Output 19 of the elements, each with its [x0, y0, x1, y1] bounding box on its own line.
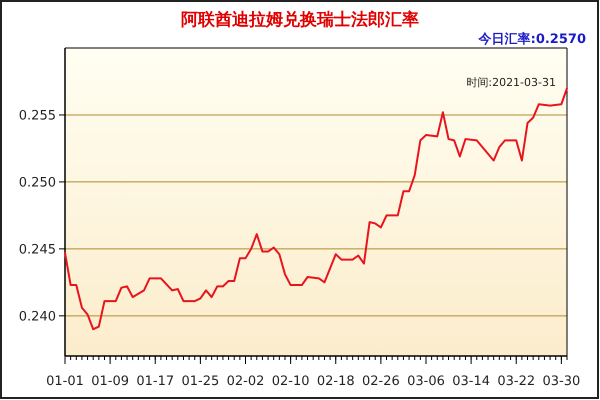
x-tick-label: 01-09 [91, 374, 130, 389]
x-tick-label: 03-06 [407, 374, 445, 389]
x-tick-label: 03-30 [542, 374, 580, 389]
x-tick-label: 03-14 [452, 374, 490, 389]
x-tick-label: 02-26 [362, 374, 400, 389]
y-tick-label: 0.245 [18, 242, 56, 258]
x-tick-label: 02-02 [226, 374, 264, 389]
chart-title: 阿联酋迪拉姆兑换瑞士法郎汇率 [181, 10, 419, 30]
x-tick-label: 02-10 [272, 374, 310, 389]
x-tick-label: 02-18 [316, 374, 355, 389]
y-tick-label: 0.240 [18, 309, 56, 324]
annotation: 时间:2021-03-31 [466, 76, 556, 89]
text: 今日汇率:0.2570 [478, 31, 586, 47]
y-tick-label: 0.255 [18, 108, 56, 124]
x-tick-label: 03-22 [497, 374, 536, 389]
x-tick-label: 01-01 [46, 374, 84, 389]
y-tick-label: 0.250 [18, 175, 56, 190]
x-tick-label: 01-25 [181, 374, 220, 389]
x-tick-label: 01-17 [136, 374, 174, 389]
